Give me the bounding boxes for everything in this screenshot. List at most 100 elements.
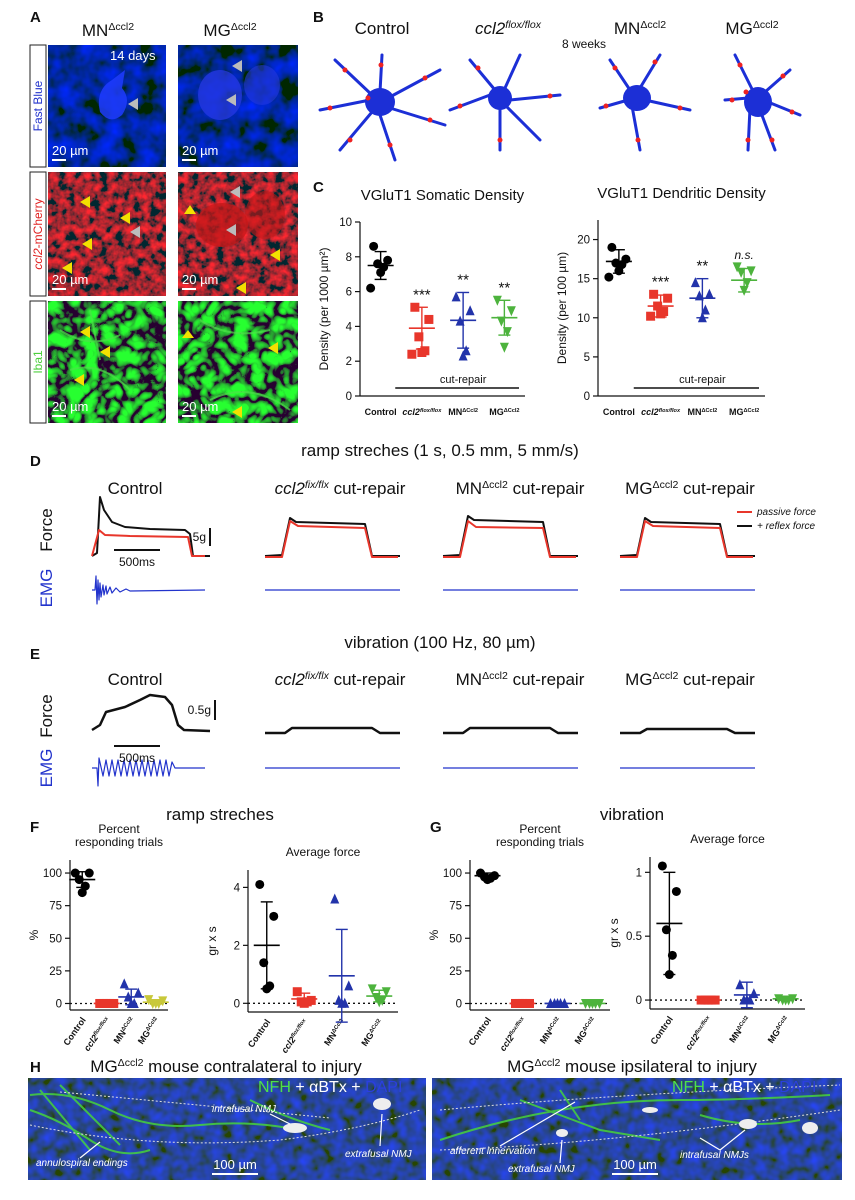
text-part: ccl2 bbox=[275, 479, 306, 498]
data-point bbox=[70, 868, 80, 878]
scale-label: 20 µm bbox=[182, 399, 218, 414]
y-axis-label: Density (per 100 µm) bbox=[555, 252, 569, 364]
error-bar bbox=[498, 299, 511, 336]
image bbox=[48, 301, 166, 423]
annotation: afferent innervation bbox=[450, 1146, 536, 1157]
error-bar bbox=[612, 249, 625, 274]
annotation: intrafusal NMJ bbox=[212, 1104, 277, 1115]
text-part: Δccl2 bbox=[108, 21, 134, 33]
text-part: flox/flox bbox=[508, 1015, 526, 1037]
significance: ** bbox=[457, 271, 469, 288]
scale-bars bbox=[114, 700, 216, 747]
column-title: Control bbox=[355, 19, 410, 38]
y-tick-label: 100 bbox=[443, 868, 462, 880]
error-bar bbox=[125, 988, 138, 1006]
text-part: Δccl2 bbox=[640, 19, 666, 31]
text-part: Δccl2 bbox=[653, 670, 679, 682]
text-part: Δccl2 bbox=[653, 479, 679, 491]
text-part: -mCherry bbox=[31, 198, 45, 248]
text-part: MN bbox=[448, 407, 462, 417]
error-bar bbox=[696, 277, 709, 319]
data-point bbox=[158, 996, 168, 1007]
stain: DAPI bbox=[365, 1079, 402, 1096]
data-point bbox=[732, 262, 742, 273]
panel-letter: D bbox=[30, 453, 41, 470]
text-part: MN bbox=[82, 21, 108, 40]
text-part: mouse ipsilateral to injury bbox=[560, 1057, 757, 1076]
y-axis-label: % bbox=[27, 929, 41, 940]
y-tick-label: 4 bbox=[234, 882, 241, 894]
text-part: flox/flox bbox=[505, 19, 541, 31]
label-box bbox=[29, 300, 47, 424]
error-bar bbox=[260, 901, 273, 990]
data-point bbox=[704, 288, 714, 299]
y-tick-label: 0 bbox=[346, 391, 352, 403]
data-point bbox=[410, 302, 420, 312]
text-part: MG bbox=[729, 407, 744, 417]
data-point bbox=[483, 875, 492, 885]
cell bbox=[244, 65, 280, 105]
data-point bbox=[255, 879, 265, 889]
scale-bars bbox=[114, 528, 211, 551]
y-tick-label: 25 bbox=[449, 966, 462, 978]
section-title: vibration bbox=[600, 805, 664, 824]
x-tick-label: MGΔCcl2 bbox=[136, 1015, 162, 1046]
annotation: extrafusal NMJ bbox=[345, 1149, 413, 1160]
panel-letter: C bbox=[313, 179, 324, 196]
column-title: ccl2flox/flox bbox=[475, 19, 542, 38]
data-point bbox=[330, 893, 340, 904]
y-tick-label: 2 bbox=[346, 356, 352, 368]
error-bar bbox=[415, 306, 428, 350]
error-bar bbox=[516, 1002, 529, 1005]
text-part: Control bbox=[108, 479, 163, 498]
chart-title: Percent bbox=[519, 822, 561, 836]
chart-title: VGluT1 Somatic Density bbox=[361, 187, 525, 204]
panel-letter: B bbox=[313, 9, 324, 26]
data-point bbox=[661, 925, 671, 935]
force-traces bbox=[91, 693, 755, 735]
cell bbox=[245, 191, 285, 239]
error-bar bbox=[551, 1002, 564, 1005]
data-point bbox=[366, 283, 376, 293]
image-title: MGΔccl2 mouse contralateral to injury bbox=[90, 1057, 362, 1076]
text-part: MG bbox=[489, 407, 504, 417]
text-part: MN bbox=[456, 670, 482, 689]
y-tick-label: 1 bbox=[636, 867, 642, 879]
text-part: Control bbox=[355, 19, 410, 38]
image bbox=[28, 1078, 426, 1180]
text-part: Δccl2 bbox=[753, 19, 779, 31]
error-bar bbox=[738, 267, 751, 293]
scale-label: 500ms bbox=[119, 555, 155, 569]
column-title: Control bbox=[108, 479, 163, 498]
annotation: annulospiral endings bbox=[36, 1158, 128, 1169]
x-tick-label: ccl2flox/flox bbox=[402, 407, 442, 417]
force-trace bbox=[91, 529, 205, 557]
y-tick-label: 0 bbox=[456, 998, 462, 1010]
column-title: ccl2fix/flx cut-repair bbox=[275, 670, 406, 689]
axis-label: Force bbox=[37, 508, 56, 551]
text-part: ccl2 bbox=[475, 19, 506, 38]
text-part: Control bbox=[365, 407, 397, 417]
error-bar bbox=[740, 981, 753, 1009]
text-part: ccl2 bbox=[402, 407, 420, 417]
panel-letter: G bbox=[430, 819, 442, 836]
text-part: MG bbox=[725, 19, 752, 38]
text-part: Δccl2 bbox=[482, 479, 508, 491]
text-part: Δccl2 bbox=[231, 21, 257, 33]
x-tick-label: MGΔCcl2 bbox=[359, 1017, 385, 1048]
text-part: cut-repair bbox=[508, 670, 585, 689]
y-tick-label: 0.5 bbox=[626, 931, 642, 943]
scale-label: 20 µm bbox=[52, 399, 88, 414]
text-part: ΔCcl2 bbox=[582, 1016, 596, 1032]
arrowheads bbox=[128, 60, 242, 238]
time-label: 8 weeks bbox=[562, 37, 606, 51]
column-title: MNΔccl2 cut-repair bbox=[456, 479, 585, 498]
panel-d: D ramp streches (1 s, 0.5 mm, 5 mm/s) Co… bbox=[30, 441, 816, 607]
text-part: ΔCcl2 bbox=[775, 1015, 789, 1031]
data-point bbox=[119, 978, 129, 989]
y-tick-label: 10 bbox=[577, 313, 590, 325]
arrows bbox=[79, 1101, 746, 1164]
x-tick-label: Control bbox=[61, 1015, 88, 1047]
text-part: Control bbox=[603, 407, 635, 417]
x-tick-label: MNΔCcl2 bbox=[538, 1015, 563, 1045]
